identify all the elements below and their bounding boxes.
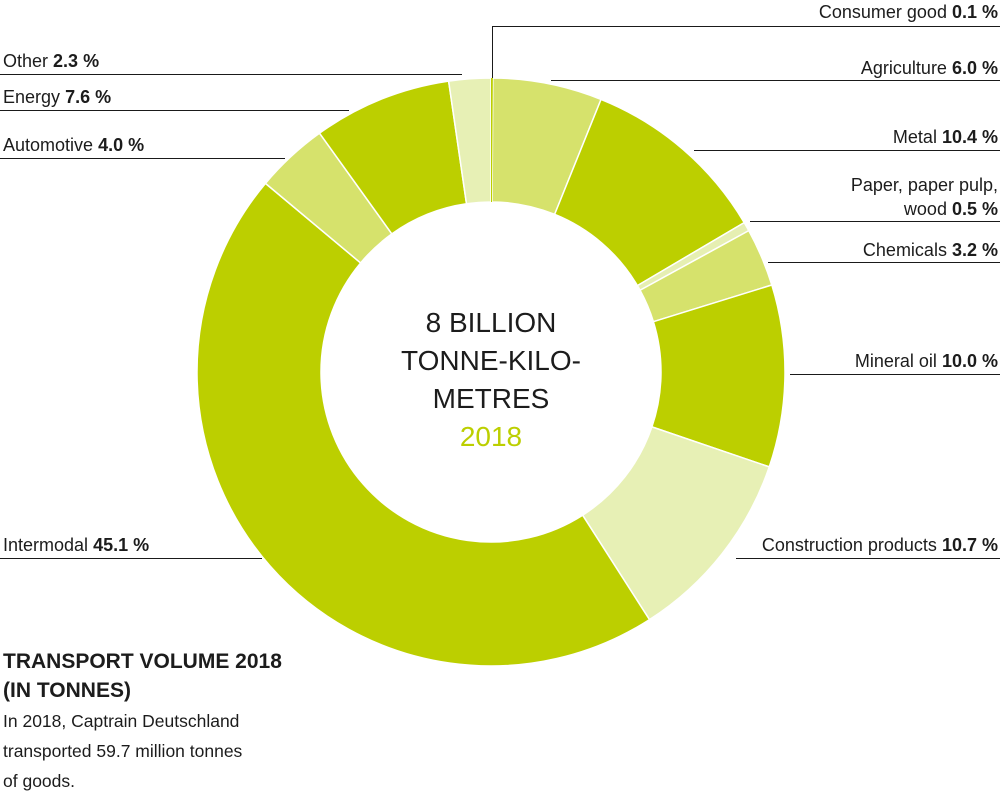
label-metal: Metal 10.4 %	[893, 125, 998, 149]
label-name: Agriculture	[860, 58, 947, 78]
donut-slices	[196, 77, 786, 667]
chart-note-line: In 2018, Captrain Deutschland	[3, 711, 240, 731]
label-other: Other 2.3 %	[3, 49, 99, 73]
label-chemicals: Chemicals 3.2 %	[863, 238, 998, 262]
label-value: 10.0 %	[941, 351, 998, 371]
label-paper-paper-pulp-wood: Paper, paper pulp, wood 0.5 %	[838, 173, 998, 221]
label-value: 10.7 %	[941, 535, 998, 555]
label-name: Paper, paper pulp, wood	[850, 175, 998, 219]
center-line: 8 BILLION	[425, 307, 557, 338]
label-name: Intermodal	[3, 535, 89, 555]
chart-note: In 2018, Captrain Deutschland transporte…	[3, 706, 242, 796]
label-energy: Energy 7.6 %	[3, 85, 111, 109]
slice-intermodal	[196, 182, 651, 667]
label-name: Energy	[3, 87, 61, 107]
label-name: Metal	[892, 127, 937, 147]
label-name: Construction products	[761, 535, 937, 555]
label-mineral-oil: Mineral oil 10.0 %	[855, 349, 998, 373]
center-line: TONNE-KILO-	[401, 345, 581, 376]
chart-title-line: (IN TONNES)	[3, 679, 131, 702]
label-name: Consumer good	[818, 2, 947, 22]
donut-center-label: 8 BILLION TONNE-KILO- METRES 2018	[341, 304, 641, 456]
label-name: Chemicals	[862, 240, 947, 260]
label-value: 45.1 %	[93, 535, 150, 555]
label-value: 10.4 %	[941, 127, 998, 147]
center-line: METRES	[432, 383, 550, 414]
label-intermodal: Intermodal 45.1 %	[3, 533, 149, 557]
label-value: 2.3 %	[53, 51, 100, 71]
center-year: 2018	[459, 421, 523, 452]
leader-lines	[0, 26, 1000, 559]
label-name: Automotive	[3, 135, 94, 155]
label-value: 6.0 %	[951, 58, 998, 78]
label-value: 0.1 %	[951, 2, 998, 22]
chart-note-line: of goods.	[3, 771, 75, 791]
label-construction-products: Construction products 10.7 %	[762, 533, 998, 557]
label-automotive: Automotive 4.0 %	[3, 133, 144, 157]
label-value: 4.0 %	[98, 135, 145, 155]
label-consumer-good: Consumer good 0.1 %	[819, 0, 998, 24]
chart-title-line: TRANSPORT VOLUME 2018	[3, 650, 282, 673]
leader-line-consumer-good	[492, 26, 1000, 78]
label-value: 3.2 %	[951, 240, 998, 260]
slice-consumer-good	[491, 78, 493, 203]
chart-title: TRANSPORT VOLUME 2018 (IN TONNES)	[3, 647, 282, 705]
label-agriculture: Agriculture 6.0 %	[861, 56, 998, 80]
label-name: Other	[3, 51, 49, 71]
chart-note-line: transported 59.7 million tonnes	[3, 741, 243, 761]
label-name: Mineral oil	[854, 351, 937, 371]
label-value: 7.6 %	[65, 87, 112, 107]
label-value: 0.5 %	[951, 199, 998, 219]
